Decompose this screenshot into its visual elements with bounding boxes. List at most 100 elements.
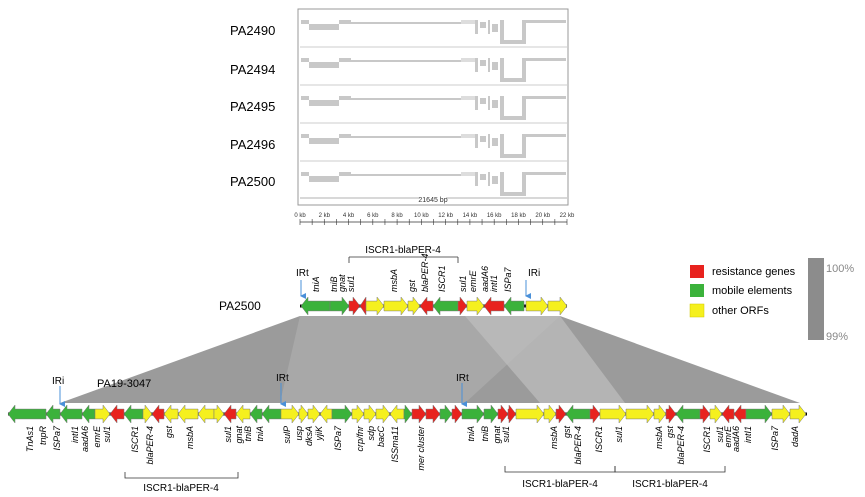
gene-label: emrE xyxy=(723,425,733,447)
gene-label: aadA6 xyxy=(480,266,490,292)
gene-arrow xyxy=(483,296,505,316)
iri-label: IRi xyxy=(528,268,540,279)
gene-label: usp xyxy=(294,426,304,441)
length-label: 21645 bp xyxy=(418,197,447,204)
strain-label: PA2495 xyxy=(230,99,275,114)
legend-label: resistance genes xyxy=(712,266,796,278)
gene-arrow xyxy=(425,404,441,424)
gene-arrow xyxy=(525,296,549,316)
gene-label: tniB xyxy=(480,426,490,442)
gene-label: tniA xyxy=(255,426,265,442)
gene-label: bacC xyxy=(376,426,386,448)
gene-label: ISCR1 xyxy=(437,265,447,292)
identity-top-label: 100% xyxy=(826,263,854,275)
gene-label: blaPER-4 xyxy=(145,426,155,465)
gene-arrow xyxy=(363,404,377,424)
gene-label: sul1 xyxy=(223,426,233,443)
iscr-bracket-label: ISCR1-blaPER-4 xyxy=(522,479,598,490)
gene-label: ISPa7 xyxy=(333,425,343,451)
gene-arrow xyxy=(307,404,321,424)
gene-arrow xyxy=(771,404,791,424)
gene-label: gst xyxy=(562,426,572,439)
irt-label: IRt xyxy=(276,373,289,384)
gene-arrow xyxy=(280,404,300,424)
gene-arrow xyxy=(503,296,525,316)
gene-arrow xyxy=(365,296,385,316)
gene-arrow xyxy=(547,296,568,316)
irt-label: IRt xyxy=(296,268,309,279)
gene-arrow xyxy=(45,404,61,424)
gene-arrow xyxy=(7,404,47,424)
gene-label: sul1 xyxy=(102,426,112,443)
gene-arrow xyxy=(555,404,567,424)
gene-arrow xyxy=(721,404,735,424)
legend-swatch-mobile xyxy=(690,284,704,297)
gene-arrow xyxy=(457,296,468,316)
alignment-track xyxy=(301,134,566,158)
alignment-track xyxy=(301,20,566,44)
gene-label: ISPa7 xyxy=(503,266,513,292)
scale-tick-label: 22 kb xyxy=(560,213,575,219)
alignment-panel: 21645 bp 0 kb 2 kb 4 kb 6 kb 8 kb 10 kb 12 kb 1… xyxy=(294,8,575,225)
gene-arrow xyxy=(625,404,655,424)
gene-arrow xyxy=(665,404,677,424)
scale-tick-label: 12 kb xyxy=(438,213,453,219)
alignment-track xyxy=(301,96,566,120)
gene-label: aadA6 xyxy=(731,426,741,452)
gene-label: msbA xyxy=(185,426,195,449)
gene-label: sul1 xyxy=(501,426,511,443)
gene-arrow xyxy=(59,404,83,424)
scale-tick-label: 20 kb xyxy=(535,213,550,219)
gene-arrow xyxy=(329,296,350,316)
gene-arrow xyxy=(249,404,263,424)
gene-arrow xyxy=(565,404,591,424)
gene-arrow xyxy=(709,404,723,424)
gene-label: aadA6 xyxy=(80,426,90,452)
alignment-track xyxy=(301,58,566,82)
gene-label: emrE xyxy=(468,270,478,292)
gene-label: sulP xyxy=(282,426,292,444)
gene-arrow xyxy=(298,404,309,424)
gene-label: gnat xyxy=(337,274,347,292)
gene-arrow xyxy=(451,404,463,424)
gene-label: crp/fnr xyxy=(355,425,365,452)
gene-arrow xyxy=(411,404,427,424)
scale-tick-label: 14 kb xyxy=(463,213,478,219)
gene-arrow xyxy=(699,404,711,424)
gene-label: sul1 xyxy=(715,426,725,443)
scale-tick-label: 18 kb xyxy=(511,213,526,219)
gene-label: tnpR xyxy=(38,426,48,446)
scale-tick-label: 6 kb xyxy=(367,213,379,219)
gene-label: yjiK xyxy=(314,425,324,441)
scale-tick-label: 0 kb xyxy=(294,213,306,219)
gene-arrow xyxy=(599,404,627,424)
gene-arrow xyxy=(319,404,333,424)
scale-tick-label: 2 kb xyxy=(319,213,331,219)
gene-label: gst xyxy=(665,426,675,439)
gene-label: msbA xyxy=(654,426,664,449)
gene-label: blaPER-4 xyxy=(676,426,686,465)
gene-arrow xyxy=(235,404,251,424)
gene-label: tniB xyxy=(329,276,339,292)
gene-label: tniA xyxy=(311,276,321,292)
kb-scale-axis: 0 kb 2 kb 4 kb 6 kb 8 kb 10 kb 12 kb 14 kb 16 kb… xyxy=(294,213,575,225)
gene-label: gst xyxy=(164,426,174,439)
gene-label: tniA xyxy=(466,426,476,442)
gene-label: ISSma11 xyxy=(390,426,400,462)
iscr-bracket-label: ISCR1-blaPER-4 xyxy=(632,479,708,490)
scale-tick-label: 16 kb xyxy=(487,213,502,219)
gene-arrow xyxy=(675,404,701,424)
gene-arrow xyxy=(483,404,499,424)
legend-label: mobile elements xyxy=(712,285,793,297)
gene-arrow xyxy=(461,404,485,424)
gene-label: sul1 xyxy=(614,426,624,443)
legend: resistance genes mobile elements other O… xyxy=(689,258,854,343)
strain-label: PA2496 xyxy=(230,137,275,152)
gene-label: dadA xyxy=(790,426,800,447)
gene-arrow xyxy=(733,404,747,424)
gene-arrow xyxy=(261,404,282,424)
gene-label: ISCR1 xyxy=(594,426,604,453)
gene-arrow xyxy=(789,404,807,424)
